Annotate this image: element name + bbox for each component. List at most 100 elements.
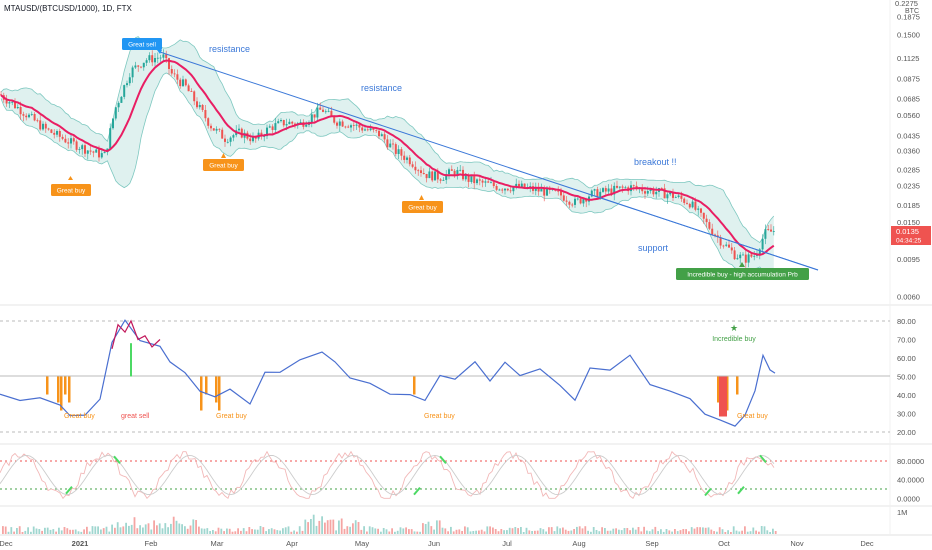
volume-bar [74, 529, 77, 534]
candle-body [621, 186, 624, 188]
candle-body [341, 121, 344, 127]
moving-average-line [0, 59, 775, 256]
stoch-signal-mark [759, 454, 767, 464]
candle-body [515, 183, 518, 188]
price-tick-label: 0.0360 [897, 147, 920, 156]
volume-bar [108, 531, 111, 534]
time-axis-label: Jul [502, 539, 512, 548]
volume-bar [332, 519, 335, 534]
volume-bar [699, 527, 701, 534]
volume-bar [237, 528, 239, 534]
volume-bar [503, 530, 505, 534]
volume-bar [220, 528, 223, 534]
price-tick-label: 0.0150 [897, 218, 920, 227]
time-axis: Dec 2021 Feb Mar Apr May Jun Jul Aug Sep Oct Nov Dec [0, 539, 874, 548]
candle-body [442, 179, 445, 181]
volume-bar [304, 519, 307, 534]
candle-body [422, 173, 425, 174]
candle-body [439, 179, 442, 181]
volume-bar [273, 529, 276, 534]
candle-body [417, 170, 420, 172]
rsi-buy-bar [60, 376, 63, 411]
great-buy-callout-1[interactable] [51, 184, 91, 196]
volume-bar [58, 527, 60, 534]
candle-body [327, 110, 330, 112]
volume-bar [41, 530, 43, 534]
support-trendline[interactable] [594, 195, 819, 271]
candle-body [386, 139, 389, 148]
volume-bar [385, 529, 388, 534]
candle-body [120, 96, 123, 103]
rsi-incredible-buy-label: Incredible buy [712, 336, 756, 343]
candle-body [571, 204, 574, 206]
volume-bar [349, 526, 351, 534]
incredible-buy-callout[interactable] [676, 268, 809, 280]
candle-body [67, 142, 70, 144]
candle-body [190, 91, 193, 92]
candle-body [700, 208, 702, 213]
volume-bar [718, 527, 721, 534]
volume-bar [744, 526, 746, 534]
candle-body [72, 138, 75, 142]
candle-body [103, 152, 106, 154]
stoch-tick-label: 80.0000 [897, 457, 924, 466]
rsi-axis-ticks: 80.00 70.00 60.00 50.00 40.00 30.00 20.00 [897, 317, 916, 437]
candle-body [719, 237, 722, 246]
great-buy-label-1: Great buy [57, 188, 86, 195]
rsi-tick-label: 30.00 [897, 410, 916, 419]
volume-bar [494, 529, 497, 534]
volume-bar [399, 527, 402, 534]
incredible-buy-star-icon: ★ [730, 323, 738, 333]
volume-bar [573, 529, 575, 534]
volume-bar [7, 531, 10, 534]
candle-body [184, 79, 187, 86]
volume-bar [105, 526, 108, 534]
great-buy-callout-2[interactable] [203, 159, 244, 171]
volume-bar [352, 523, 354, 534]
candle-body [557, 190, 560, 192]
candle-body [224, 138, 226, 142]
volume-bar [181, 524, 183, 534]
volume-bar [69, 529, 71, 534]
price-axis-ticks: 0.1875 0.1500 0.1125 0.0875 0.0685 0.0560 0.04… [897, 13, 920, 302]
volume-bar [441, 527, 444, 534]
volume-bar [360, 529, 363, 534]
rsi-great-sell-label: great sell [121, 413, 150, 420]
candle-body [84, 145, 86, 154]
candle-body [330, 110, 333, 116]
candle-body [408, 157, 411, 165]
candle-body [268, 126, 271, 128]
candle-body [176, 74, 179, 80]
candle-body [350, 125, 352, 128]
volume-bar [760, 526, 763, 534]
candle-body [750, 254, 753, 257]
volume-bar [466, 527, 469, 534]
volume-bar [531, 531, 533, 534]
candle-body [338, 121, 341, 126]
candle-body [431, 171, 434, 181]
candle-body [568, 201, 571, 205]
price-tick-label: 0.0060 [897, 292, 920, 301]
volume-bar [240, 530, 242, 534]
volume-bar [693, 528, 696, 534]
volume-bar [710, 529, 713, 534]
candle-body [44, 123, 47, 129]
candle-body [770, 229, 772, 232]
candle-body [285, 124, 288, 126]
volume-bar [298, 526, 301, 534]
candle-body [210, 125, 212, 129]
candle-body [702, 212, 705, 219]
candle-body [607, 188, 610, 192]
candle-body [730, 247, 733, 251]
candle-body [613, 185, 616, 195]
great-buy-callout-3[interactable] [402, 201, 443, 213]
candle-body [179, 79, 182, 87]
volume-bar [102, 528, 105, 534]
candle-body [610, 188, 613, 195]
great-sell-callout[interactable] [122, 38, 162, 50]
price-tick-label: 0.1500 [897, 31, 920, 40]
candle-body [582, 199, 585, 204]
candle-body [252, 136, 254, 142]
candle-body [635, 185, 638, 189]
volume-bar [254, 529, 256, 534]
